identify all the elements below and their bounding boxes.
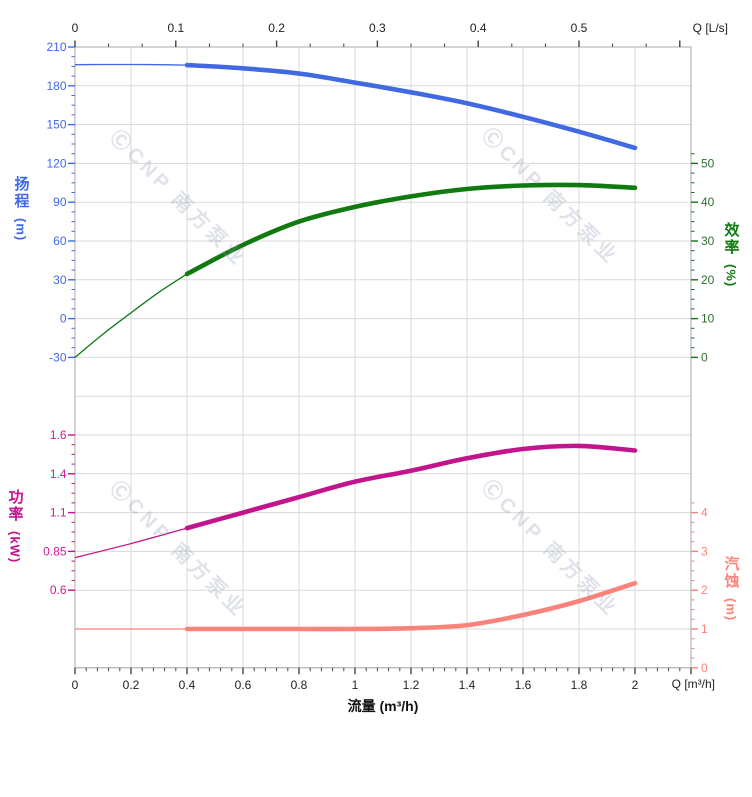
head-curve-thin [74,63,188,66]
head-axis-title-text: 扬程 [12,176,30,210]
efficiency-tick-label: 10 [701,312,715,326]
power-curve [184,443,638,531]
efficiency-tick-label: 40 [701,195,715,209]
efficiency-tick-label: 20 [701,273,715,287]
npsh-tick-label: 3 [701,544,708,558]
top-axis-tick-label: 0.1 [167,21,184,35]
power-axis-title-text: 功率 [6,489,24,523]
bottom-axis-tick-label: 1.2 [403,678,420,692]
npsh-axis-ticks [691,502,698,669]
bottom-axis-tick-label: 1 [352,678,359,692]
head-tick-label: 150 [46,118,66,132]
bottom-axis-tick-label: 0.2 [123,678,140,692]
bottom-axis-tick-label: 1.8 [571,678,588,692]
head-tick-label: 0 [60,312,67,326]
top-axis-unit-label: Q [L/s] [692,21,728,35]
npsh-axis-title: 汽蚀 (m) [722,556,740,622]
power-tick-label: 1.6 [50,428,67,442]
head-curve [184,62,638,151]
bottom-axis-tick-label: 0.4 [179,678,196,692]
power-tick-label: 0.6 [50,583,67,597]
power-axis-ticks [68,434,75,591]
top-axis-tick-label: 0.2 [268,21,285,35]
power-axis-title: 功率 (kW) [6,489,24,564]
bottom-axis-tick-label: 1.4 [459,678,476,692]
power-tick-label: 1.4 [50,467,67,481]
efficiency-axis-ticks [691,153,698,359]
top-axis-tick-label: 0.5 [571,21,588,35]
efficiency-curve-thin [74,273,188,358]
top-axis-ticks [74,40,681,47]
bottom-axis-unit-label: Q [m³/h] [671,677,715,691]
npsh-axis-unit: (m) [723,598,739,622]
power-axis-unit: (kW) [7,531,23,564]
efficiency-curve [184,182,638,277]
bottom-axis-tick-label: 0.6 [235,678,252,692]
npsh-tick-label: 4 [701,506,708,520]
bottom-axis-tick-label: 0 [72,678,79,692]
bottom-axis-tick-label: 1.6 [515,678,532,692]
head-tick-label: 210 [46,40,66,54]
head-tick-label: 60 [53,234,67,248]
power-curve-thin [74,527,188,559]
npsh-tick-label: 2 [701,583,708,597]
head-tick-label: 120 [46,156,66,170]
head-axis-title: 扬程 (m) [12,176,30,242]
efficiency-tick-label: 30 [701,234,715,248]
efficiency-axis-unit: (%) [723,264,739,288]
bottom-axis-tick-label: 2 [632,678,639,692]
efficiency-tick-label: 0 [701,350,708,364]
head-tick-label: 30 [53,273,67,287]
npsh-tick-label: 0 [701,661,708,675]
top-axis-tick-label: 0.3 [369,21,386,35]
head-axis-ticks [68,46,75,359]
head-axis-unit: (m) [13,218,29,242]
efficiency-axis-title: 效率 (%) [722,222,740,288]
bottom-axis-ticks [74,667,692,675]
top-axis-tick-label: 0.4 [470,21,487,35]
bottom-axis-tick-label: 0.8 [291,678,308,692]
npsh-tick-label: 1 [701,622,708,636]
npsh-axis-title-text: 汽蚀 [722,556,740,590]
power-tick-label: 0.85 [43,544,67,558]
efficiency-axis-title-text: 效率 [722,222,740,256]
efficiency-tick-label: 50 [701,156,715,170]
flow-axis-title: 流量 (m³/h) [347,698,419,714]
grid [74,46,692,669]
power-tick-label: 1.1 [50,506,67,520]
head-tick-label: 90 [53,195,67,209]
head-tick-label: -30 [49,350,67,364]
npsh-curve [184,580,638,632]
head-tick-label: 180 [46,79,66,93]
top-axis-tick-label: 0 [72,21,79,35]
